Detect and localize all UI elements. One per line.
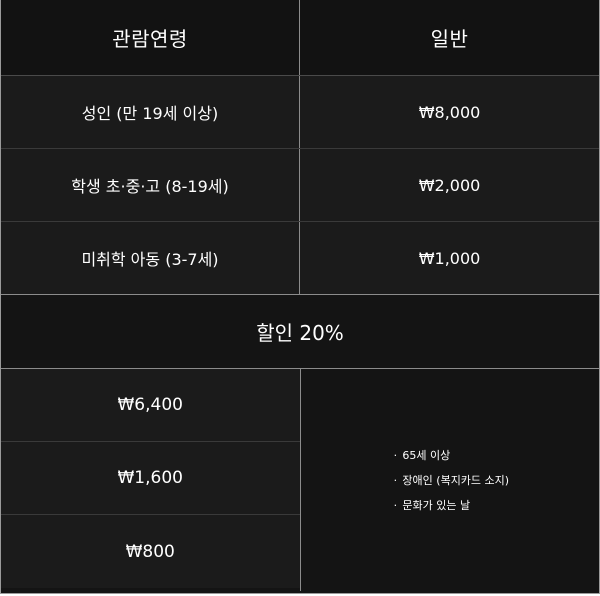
eligibility-disabled: 장애인 (복지카드 소지)	[402, 473, 510, 487]
discount-eligibility: · 65세 이상 · 장애인 (복지카드 소지) · 문화가 있는 날	[300, 369, 599, 591]
price-child: ₩1,000	[418, 248, 481, 268]
eligibility-senior: 65세 이상	[402, 448, 451, 462]
header-general-column: 일반	[430, 27, 469, 51]
price-adult: ₩8,000	[418, 102, 481, 122]
discount-title-row: 할인 20%	[1, 295, 599, 369]
list-item: · 65세 이상	[390, 443, 509, 468]
list-item: · 문화가 있는 날	[390, 493, 509, 518]
discount-prices: ₩6,400 ₩1,600 ₩800	[1, 369, 301, 591]
price-student: ₩2,000	[418, 175, 481, 195]
discount-title: 할인 20%	[256, 321, 344, 345]
discount-block: ₩6,400 ₩1,600 ₩800 · 65세 이상 · 장애인 (복지카드 …	[1, 369, 599, 591]
header-age-column: 관람연령	[1, 0, 300, 75]
age-group-adult: 성인 (만 19세 이상)	[1, 76, 300, 148]
table-row: 미취학 아동 (3-7세) ₩1,000	[1, 222, 599, 295]
bullet-dot: ·	[393, 498, 398, 512]
table-row: 성인 (만 19세 이상) ₩8,000	[1, 76, 599, 149]
age-group-student: 학생 초·중·고 (8-19세)	[1, 149, 300, 221]
discount-price-student: ₩1,600	[1, 442, 300, 515]
discount-price-child: ₩800	[1, 515, 300, 588]
bullet-dot: ·	[393, 473, 398, 487]
eligibility-culture-day: 문화가 있는 날	[402, 498, 471, 512]
discount-eligibility-list: · 65세 이상 · 장애인 (복지카드 소지) · 문화가 있는 날	[390, 443, 509, 518]
list-item: · 장애인 (복지카드 소지)	[390, 468, 509, 493]
bullet-dot: ·	[393, 448, 398, 462]
table-row: 학생 초·중·고 (8-19세) ₩2,000	[1, 149, 599, 222]
table-header: 관람연령 일반	[1, 0, 599, 76]
discount-price-adult: ₩6,400	[1, 369, 300, 442]
age-group-child: 미취학 아동 (3-7세)	[1, 222, 300, 294]
